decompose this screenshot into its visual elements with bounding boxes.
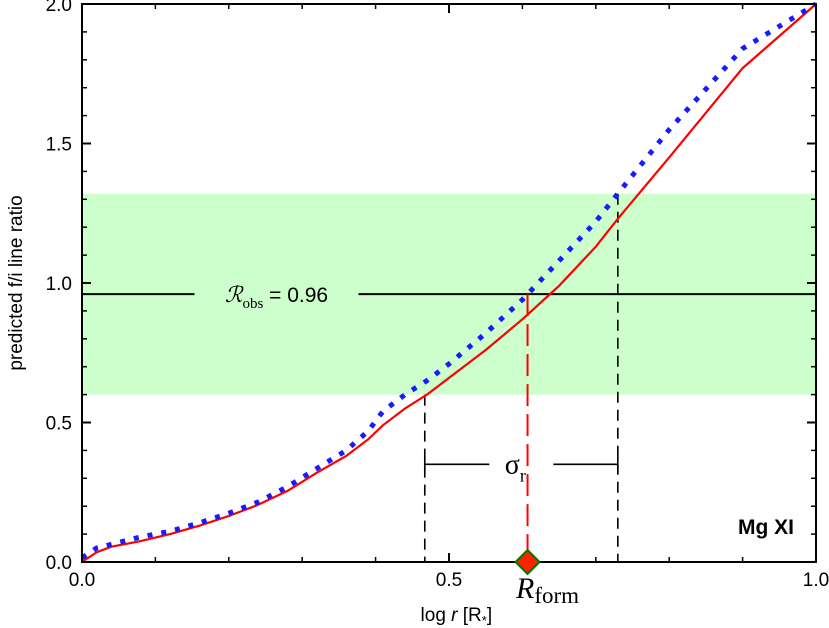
tick-labels: 0.0 0.5 1.0 0.0 0.5 1.0 1.5 2.0 bbox=[46, 0, 829, 591]
series-dotted-blue bbox=[80, 1, 818, 560]
y-tick-label: 1.0 bbox=[46, 274, 72, 295]
sigma-sub: r bbox=[520, 465, 526, 485]
r-form-symbol: R bbox=[515, 572, 534, 605]
y-tick-label: 0.5 bbox=[46, 414, 72, 435]
x-axis-label-var: r bbox=[451, 605, 458, 626]
x-axis-label-sub: * bbox=[482, 613, 487, 628]
observed-ratio-sub: obs bbox=[242, 296, 263, 312]
ion-label: Mg XI bbox=[738, 516, 794, 539]
r-form-sub: form bbox=[534, 583, 579, 608]
x-axis-label-unit: [R bbox=[458, 605, 482, 626]
observed-ratio-label: ℛobs = 0.96 bbox=[225, 282, 328, 312]
observed-ratio-value: = 0.96 bbox=[263, 284, 328, 307]
plot-frame bbox=[81, 3, 817, 563]
x-axis-label-prefix: log bbox=[421, 605, 452, 626]
x-tick-label: 1.0 bbox=[803, 570, 829, 591]
series-solid-red bbox=[80, 2, 818, 564]
sigma-symbol: σ bbox=[505, 449, 520, 480]
sigma-label: σr bbox=[505, 449, 526, 485]
y-tick-label: 1.5 bbox=[46, 135, 72, 156]
x-tick-label: 0.5 bbox=[436, 570, 462, 591]
y-axis-label: predicted f/i line ratio bbox=[6, 195, 27, 370]
y-tick-label: 2.0 bbox=[46, 0, 72, 16]
r-form-diamond-marker bbox=[514, 548, 541, 576]
x-axis-label: log r [R*] bbox=[421, 605, 493, 628]
observed-ratio-symbol: ℛ bbox=[225, 282, 244, 307]
y-tick-label: 0.0 bbox=[46, 553, 72, 574]
r-form-label: Rform bbox=[515, 572, 579, 608]
x-tick-label: 0.0 bbox=[69, 570, 95, 591]
x-axis-label-close: ] bbox=[487, 605, 492, 626]
